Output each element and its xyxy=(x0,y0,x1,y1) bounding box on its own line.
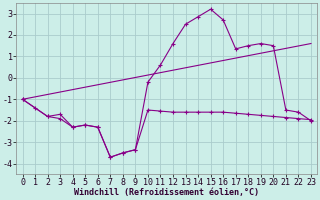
X-axis label: Windchill (Refroidissement éolien,°C): Windchill (Refroidissement éolien,°C) xyxy=(74,188,259,197)
